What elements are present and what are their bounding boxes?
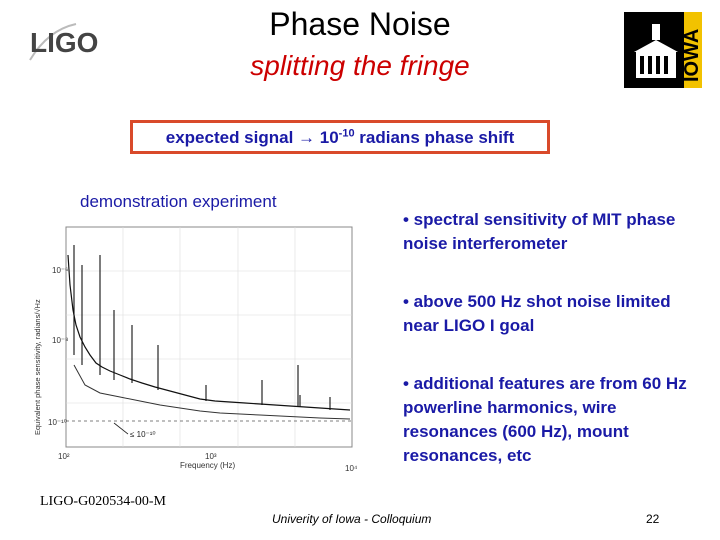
page-subtitle: splitting the fringe [250,50,470,81]
ligo-logo-text: LIGO [30,27,98,58]
x-tick-label: 10² [58,452,70,461]
arrow-icon: → [298,128,316,147]
footer-venue: Univerity of Iowa - Colloquium [272,512,432,526]
bullet-shot-noise: • above 500 Hz shot noise limited near L… [403,292,671,335]
page-number: 22 [646,512,660,526]
y-axis-label: Equivalent phase sensitivity, radians/√H… [33,299,42,435]
document-id: LIGO-G020534-00-M [40,494,166,509]
expected-signal-box: expected signal → 10-10 radians phase sh… [130,120,550,154]
y-tick-label: 10⁻¹⁰ [48,418,67,427]
expected-signal-text: expected signal → 10-10 radians phase sh… [165,127,515,147]
iowa-logo-text: IOWA [681,29,702,82]
figure-caption: demonstration experiment [80,192,277,211]
x-axis-label: Frequency (Hz) [180,461,235,470]
phase-sensitivity-plot: 10⁻⁶ 10⁻⁸ 10⁻¹⁰ 10² 10³ 10⁴ Frequency (H… [30,215,365,475]
y-tick-label: 10⁻⁶ [52,266,68,275]
goal-annotation: ≤ 10⁻¹⁰ [130,430,156,439]
page-title: Phase Noise [269,6,451,42]
noise-trace-lower [73,364,351,420]
iowa-logo: IOWA [624,12,702,88]
x-tick-label: 10³ [205,452,217,461]
bullet-additional-features: • additional features are from 60 Hz pow… [403,374,687,465]
x-tick-label: 10⁴ [345,464,358,473]
ligo-logo: LIGO [29,23,98,61]
y-tick-label: 10⁻⁸ [52,336,69,345]
bullet-spectral-sensitivity: • spectral sensitivity of MIT phase nois… [403,210,676,253]
resonance-spikes [73,245,331,410]
